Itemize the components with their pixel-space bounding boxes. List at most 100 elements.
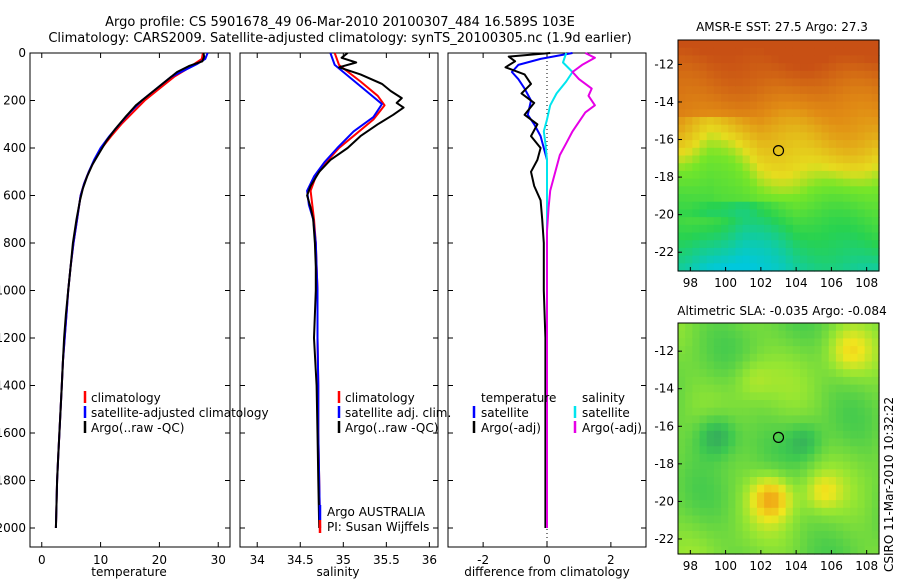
sla-map-cell [850, 423, 859, 432]
sst-map-cell [857, 78, 866, 87]
sst-map-cell [771, 124, 780, 133]
sst-map-cell [792, 178, 801, 187]
sla-map-cell [678, 338, 686, 347]
sst-map-cell [699, 140, 708, 149]
sst-map-cell [678, 255, 686, 264]
sst-map-cell [785, 247, 794, 257]
sst-map-cell [742, 93, 751, 103]
sla-map-cell [764, 330, 772, 339]
sla-map-cell [785, 392, 794, 401]
temperature-legend-satellite: satellite-adjusted climatology [91, 406, 269, 420]
sst-map-cell [685, 140, 693, 149]
sla-map-cell [685, 469, 693, 478]
sst-map-cell [843, 40, 851, 49]
sla-map-cell [713, 477, 722, 486]
sst-map-cell [871, 178, 880, 187]
sst-map-cell [835, 70, 844, 80]
sla-map-cell [706, 384, 715, 393]
difference-panel: -2 0 2 [447, 52, 647, 567]
sla-map-cell [807, 538, 815, 547]
sst-map-cell [728, 217, 737, 226]
sst-map-cell [728, 140, 737, 149]
sst-map-cell [778, 101, 787, 110]
sst-map-cell [864, 224, 873, 234]
sst-map-cell [771, 155, 780, 164]
sst-map-cell [800, 147, 808, 157]
sla-map-cell [721, 453, 729, 463]
sla-map-cell [706, 407, 715, 416]
sla-map-cell [771, 430, 780, 440]
sla-map-cell [728, 369, 737, 378]
sla-map-cell [843, 330, 851, 339]
sst-map-cell [678, 140, 686, 149]
sla-map-cell [850, 546, 859, 555]
sla-map-cell [699, 400, 708, 409]
sla-map-cell [850, 392, 859, 401]
sst-map-cell [850, 55, 859, 64]
sst-map-cell [721, 140, 729, 149]
sla-map-cell [764, 515, 772, 524]
sst-map-cell [871, 109, 880, 118]
sst-map-cell [699, 55, 708, 64]
sla-map-cell [800, 469, 808, 478]
sst-map-cell [778, 117, 787, 126]
sla-lon-tick-label: 98 [683, 559, 698, 573]
sla-map-cell [699, 515, 708, 524]
sla-map-cell [692, 338, 701, 347]
sst-map-cell [807, 40, 815, 49]
sla-map-cell [692, 461, 701, 470]
sla-map-cell [699, 346, 708, 355]
sst-map-cell [678, 124, 686, 133]
sla-map-cell [764, 507, 772, 517]
sst-map-cell [857, 109, 866, 118]
sla-map-cell [864, 346, 873, 355]
sla-map-cell [721, 423, 729, 432]
sla-map-cell [685, 323, 693, 332]
sla-map-cell [764, 392, 772, 401]
sla-map-cell [814, 515, 823, 524]
sla-map-cell [778, 453, 787, 463]
sst-map-cell [735, 170, 744, 180]
sla-map-cell [756, 538, 765, 547]
sla-map-cell [764, 492, 772, 501]
sla-map-cell [814, 507, 823, 517]
sla-map-cell [857, 407, 866, 416]
sst-map-cell [764, 40, 772, 49]
sst-map-cell [735, 93, 744, 103]
sla-map-cell [835, 415, 844, 424]
sla-map-cell [814, 523, 823, 532]
sst-map-cell [749, 70, 758, 80]
sst-map-cell [764, 132, 772, 141]
sla-map-cell [771, 453, 780, 463]
sla-map-cell [864, 492, 873, 501]
sla-map-cell [864, 530, 873, 540]
sst-lat-tick-label: -16 [654, 133, 674, 147]
sst-map-cell [850, 40, 859, 49]
sla-map-cell [749, 384, 758, 393]
sst-map-cell [778, 255, 787, 264]
sst-map-cell [785, 147, 794, 157]
sst-map-cell [814, 63, 823, 72]
sla-map-cell [835, 330, 844, 339]
sst-map-cell [828, 40, 837, 49]
sla-map-cell [764, 384, 772, 393]
sst-map-cell [835, 86, 844, 95]
sst-map-cell [749, 117, 758, 126]
sst-map-cell [792, 117, 801, 126]
sst-map-cell [835, 178, 844, 187]
sla-map-cell [864, 407, 873, 416]
sst-map-cell [742, 178, 751, 187]
sla-map-cell [778, 415, 787, 424]
sla-map-cell [821, 384, 830, 393]
sst-map-cell [749, 170, 758, 180]
sla-map-cell [807, 515, 815, 524]
sla-map-cell [678, 492, 686, 501]
sst-map-cell [756, 140, 765, 149]
sla-map-cell [871, 469, 880, 478]
sst-map-cell [821, 201, 830, 210]
sst-map-cell [706, 240, 715, 249]
sst-map-cell [706, 63, 715, 72]
sla-map-cell [742, 500, 751, 509]
sst-map-cell [807, 170, 815, 180]
sla-map-cell [850, 353, 859, 363]
